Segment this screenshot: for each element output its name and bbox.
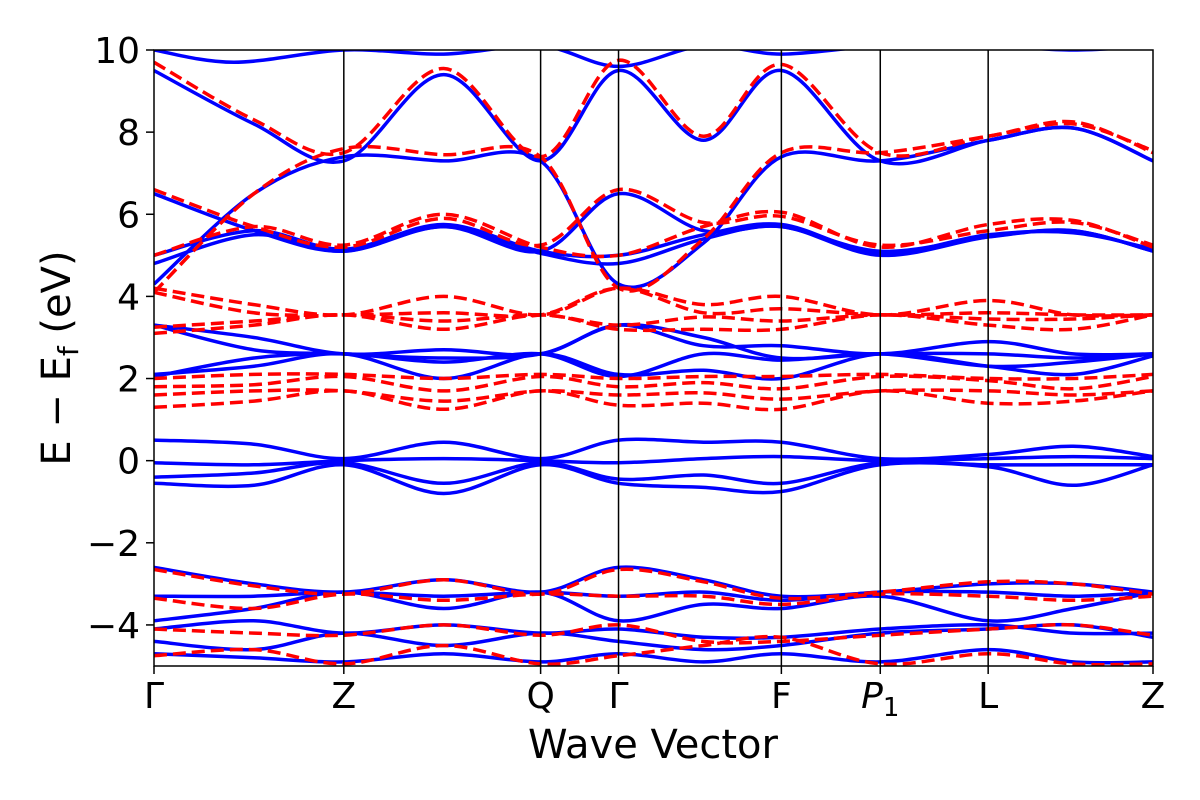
y-tick-label: −2	[87, 524, 140, 565]
band-line-solid-3	[154, 454, 1153, 467]
band-line-dashed-3	[154, 374, 1153, 393]
y-tick-label: 4	[117, 277, 140, 318]
y-axis-label: E − Ef (eV)	[34, 250, 85, 465]
band-line-dashed-15	[154, 622, 1153, 645]
y-axis-label-unit: (eV)	[34, 250, 80, 346]
plot-frame	[153, 49, 1154, 667]
k-point-divider-lines	[343, 50, 989, 666]
y-tick-label: −4	[87, 606, 140, 647]
y-tick-label: 2	[117, 360, 140, 401]
y-axis-ticks: 10 8 6 4 2 0 −2 −4	[87, 31, 154, 647]
y-tick-label: 0	[117, 442, 140, 483]
x-tick-label: Q	[526, 676, 554, 717]
band-line-dashed-8	[154, 286, 1153, 318]
x-axis-label: Wave Vector	[528, 722, 779, 768]
bands-layer	[154, 50, 1153, 666]
x-tick-label: Z	[1141, 676, 1166, 717]
band-line-dashed-12	[154, 58, 1153, 159]
x-tick-label: Γ	[609, 676, 629, 717]
y-tick-label: 10	[94, 31, 140, 72]
y-axis-label-main: E − E	[34, 356, 80, 466]
x-tick-label: F	[771, 676, 792, 717]
x-tick-label: Z	[331, 676, 356, 717]
band-line-solid-14	[154, 50, 1118, 69]
band-line-solid-10	[154, 222, 1153, 259]
y-tick-label: 8	[117, 113, 140, 154]
x-tick-label: L	[978, 676, 998, 717]
band-series-solid	[154, 50, 1153, 665]
x-tick-label: P1	[861, 676, 899, 723]
x-axis-ticks: Γ Z Q Γ F P1 L Z	[144, 666, 1165, 723]
band-line-solid-12	[154, 125, 1153, 289]
band-line-solid-1	[154, 460, 1153, 496]
band-line-dashed-4	[154, 372, 1153, 381]
x-tick-label: Γ	[144, 676, 164, 717]
y-tick-label: 6	[117, 195, 140, 236]
band-series-dashed	[154, 58, 1153, 666]
band-line-dashed-2	[154, 388, 1153, 403]
band-line-solid-4	[154, 437, 1153, 461]
y-axis-label-subscript: f	[52, 345, 85, 356]
